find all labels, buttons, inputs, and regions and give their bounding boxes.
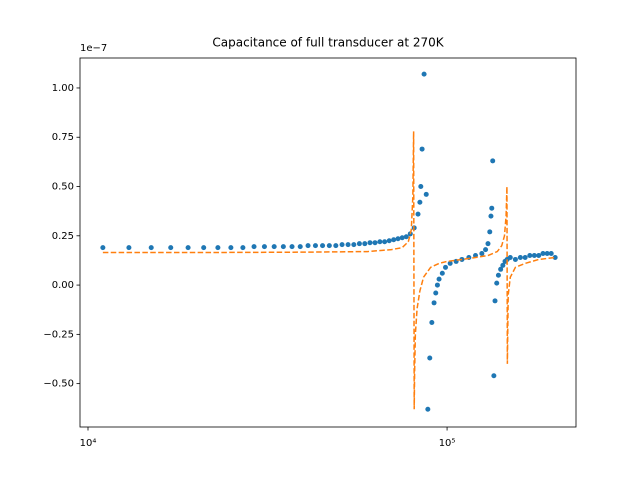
scatter-point xyxy=(419,146,425,152)
scatter-point xyxy=(531,253,537,259)
line-series xyxy=(102,131,556,410)
scatter-point xyxy=(399,235,405,241)
chart-title: Capacitance of full transducer at 270K xyxy=(212,36,444,50)
y-tick-label: 0.50 xyxy=(52,182,74,193)
scatter-point xyxy=(228,245,234,251)
scatter-point xyxy=(494,280,500,286)
scatter-point xyxy=(280,244,286,250)
scatter-point xyxy=(483,247,489,253)
scatter-point xyxy=(362,241,368,247)
scatter-point xyxy=(333,243,339,249)
scatter-point xyxy=(491,373,497,379)
scatter-point xyxy=(436,276,442,282)
y-tick-label: 1.00 xyxy=(52,83,74,94)
plot-area xyxy=(100,71,558,412)
scatter-point xyxy=(490,158,496,164)
scatter-point xyxy=(540,251,546,257)
scatter-point xyxy=(372,240,378,246)
scatter-point xyxy=(522,254,528,260)
scatter-point xyxy=(271,244,277,250)
scatter-point xyxy=(201,245,207,251)
scatter-point xyxy=(489,205,495,211)
scatter-point xyxy=(320,243,326,249)
scatter-point xyxy=(312,243,318,249)
scatter-point xyxy=(100,245,106,251)
scatter-point xyxy=(492,298,498,304)
scatter-point xyxy=(297,244,303,250)
scatter-point xyxy=(427,355,433,361)
scatter-point xyxy=(536,253,542,259)
scatter-point xyxy=(305,243,311,249)
scatter-point xyxy=(345,242,351,248)
scatter-point xyxy=(415,211,421,217)
scatter-point xyxy=(421,71,427,77)
scatter-point xyxy=(240,245,246,251)
x-tick-label: 10⁵ xyxy=(439,438,456,449)
y-tick-label: −0.50 xyxy=(43,379,74,390)
y-tick-label: 0.00 xyxy=(52,280,74,291)
scatter-point xyxy=(367,240,373,246)
y-offset-label: 1e−7 xyxy=(80,43,107,54)
scatter-point xyxy=(251,244,257,250)
scatter-point xyxy=(215,245,221,251)
scatter-point xyxy=(447,260,453,266)
scatter-point xyxy=(356,241,362,247)
scatter-point xyxy=(500,262,506,268)
scatter-point xyxy=(517,254,523,260)
y-tick-label: 0.75 xyxy=(52,132,74,143)
scatter-point xyxy=(548,251,554,257)
scatter-point xyxy=(544,251,550,257)
y-tick-label: 0.25 xyxy=(52,231,74,242)
scatter-point xyxy=(261,244,267,250)
scatter-point xyxy=(382,239,388,245)
scatter-point xyxy=(386,238,392,244)
scatter-point xyxy=(552,254,558,260)
scatter-point xyxy=(395,236,401,242)
scatter-point xyxy=(439,270,445,276)
scatter-point xyxy=(418,184,424,190)
scatter-point xyxy=(185,245,191,251)
scatter-point xyxy=(423,191,429,197)
scatter-point xyxy=(431,300,437,306)
y-tick-label: −0.25 xyxy=(43,329,74,340)
scatter-point xyxy=(507,254,513,260)
scatter-point xyxy=(403,234,409,240)
scatter-point xyxy=(512,256,518,262)
scatter-point xyxy=(498,266,504,272)
scatter-point xyxy=(434,282,440,288)
scatter-point xyxy=(126,245,132,251)
scatter-point xyxy=(425,406,431,412)
scatter-point xyxy=(326,243,332,249)
scatter-point xyxy=(527,253,533,259)
scatter-point xyxy=(168,245,174,251)
x-tick-label: 10⁴ xyxy=(80,438,97,449)
axes-frame xyxy=(79,57,577,428)
scatter-point xyxy=(487,229,493,235)
scatter-point xyxy=(479,251,485,257)
scatter-point xyxy=(488,213,494,219)
scatter-point xyxy=(433,290,439,296)
scatter-point xyxy=(485,241,491,247)
scatter-point xyxy=(377,239,383,245)
scatter-point xyxy=(339,242,345,248)
scatter-point xyxy=(148,245,154,251)
scatter-point xyxy=(351,242,357,248)
scatter-point xyxy=(495,272,501,278)
scatter-point xyxy=(442,264,448,270)
scatter-point xyxy=(417,199,423,205)
scatter-point xyxy=(289,244,295,250)
scatter-point xyxy=(391,237,397,243)
scatter-point xyxy=(429,320,435,326)
